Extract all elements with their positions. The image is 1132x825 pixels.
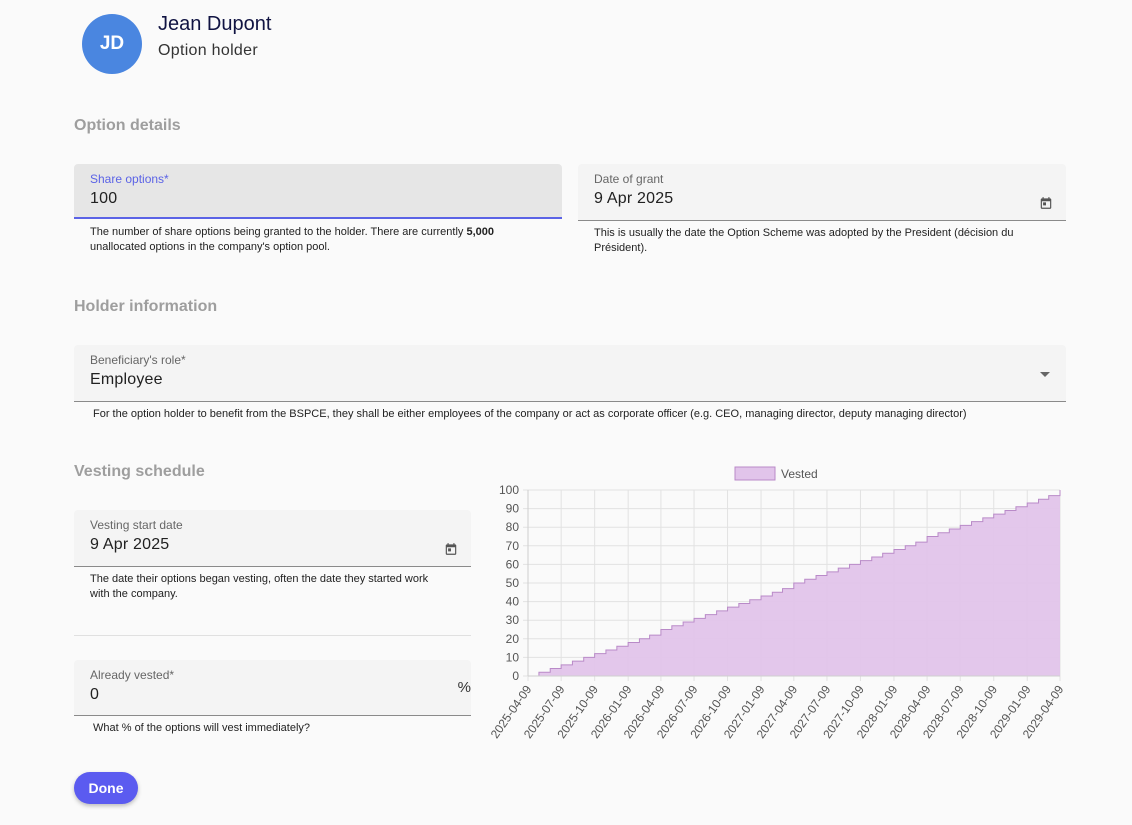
beneficiary-role-helper: For the option holder to benefit from th… [93, 408, 967, 420]
y-tick-label: 20 [506, 632, 520, 646]
beneficiary-role-select[interactable]: Beneficiary's role* Employee [74, 345, 1066, 402]
beneficiary-role-label: Beneficiary's role* [90, 353, 186, 367]
done-button[interactable]: Done [74, 772, 138, 804]
holder-name: Jean Dupont [158, 13, 272, 35]
already-vested-input[interactable]: 0 [90, 686, 100, 703]
vesting-chart: 01020304050607080901002025-04-092025-07-… [488, 466, 1067, 741]
chevron-down-icon[interactable] [1040, 372, 1050, 377]
already-vested-field[interactable]: Already vested* 0 % [74, 660, 471, 716]
date-of-grant-field[interactable]: Date of grant 9 Apr 2025 [578, 164, 1066, 221]
y-tick-label: 100 [499, 483, 519, 497]
share-options-label: Share options* [90, 172, 169, 186]
already-vested-label: Already vested* [90, 668, 175, 682]
vesting-start-date-helper: The date their options began vesting, of… [90, 573, 429, 600]
legend-swatch [734, 466, 776, 481]
calendar-icon[interactable] [1039, 196, 1053, 215]
date-of-grant-label: Date of grant [594, 172, 664, 186]
y-tick-label: 40 [506, 595, 520, 609]
y-tick-label: 60 [506, 557, 520, 571]
section-title-option-details: Option details [74, 117, 181, 134]
section-title-vesting-schedule: Vesting schedule [74, 463, 205, 480]
divider [74, 635, 471, 636]
vesting-start-date-label: Vesting start date [90, 518, 183, 532]
date-of-grant-input[interactable]: 9 Apr 2025 [594, 190, 674, 207]
vesting-start-date-field[interactable]: Vesting start date 9 Apr 2025 [74, 510, 471, 567]
date-of-grant-helper: This is usually the date the Option Sche… [594, 227, 1014, 254]
y-tick-label: 80 [506, 520, 520, 534]
beneficiary-role-value[interactable]: Employee [90, 371, 163, 388]
y-tick-label: 0 [512, 669, 519, 683]
y-tick-label: 10 [506, 650, 520, 664]
vested-line [528, 490, 1061, 677]
y-tick-label: 90 [506, 502, 520, 516]
calendar-icon[interactable] [444, 542, 458, 561]
share-options-field[interactable]: Share options* 100 [74, 164, 562, 219]
y-tick-label: 70 [506, 539, 520, 553]
share-options-helper: The number of share options being grante… [90, 226, 495, 253]
share-options-input[interactable]: 100 [90, 190, 118, 207]
section-title-holder-information: Holder information [74, 298, 218, 315]
y-tick-label: 30 [506, 613, 520, 627]
holder-role: Option holder [158, 42, 258, 59]
y-tick-label: 50 [506, 576, 520, 590]
already-vested-helper: What % of the options will vest immediat… [93, 722, 311, 734]
percent-suffix: % [457, 679, 471, 696]
vesting-start-date-input[interactable]: 9 Apr 2025 [90, 536, 170, 553]
avatar: JD [82, 14, 142, 74]
legend-label: Vested [781, 467, 818, 481]
